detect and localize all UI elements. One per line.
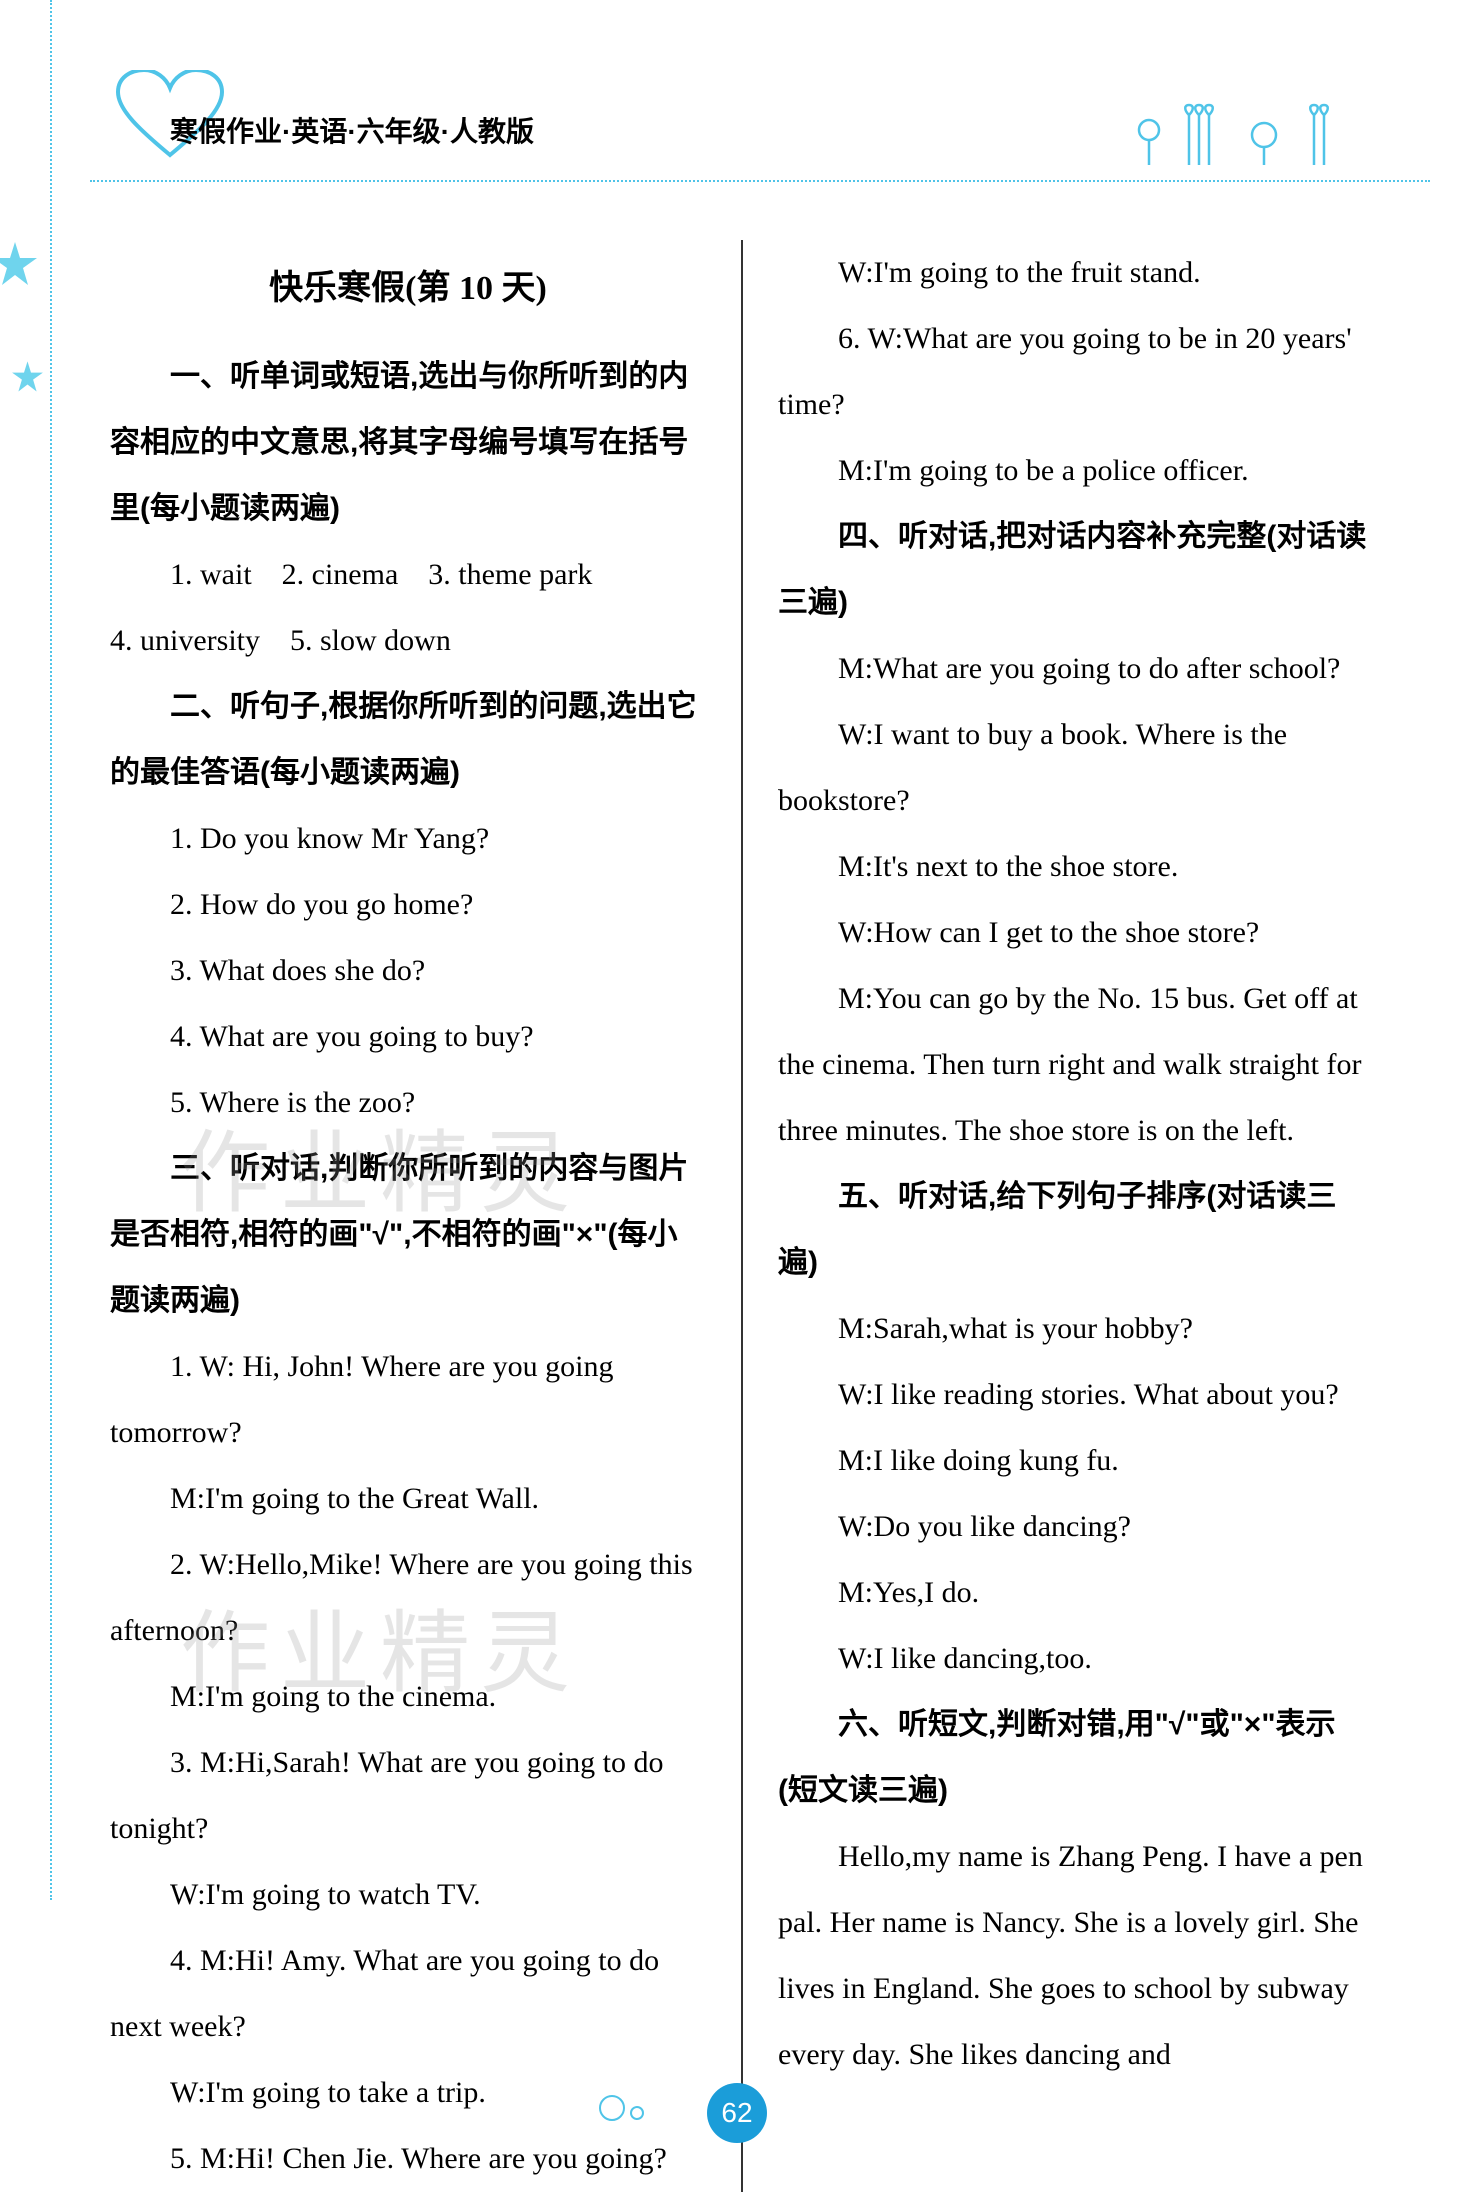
- r-line3: M:I'm going to be a police officer.: [778, 438, 1374, 504]
- s5-l2: W:I like reading stories. What about you…: [778, 1362, 1374, 1428]
- left-column: 快乐寒假(第 10 天) 一、听单词或短语,选出与你所听到的内容相应的中文意思,…: [90, 240, 736, 2192]
- s4-l3: M:It's next to the shoe store.: [778, 834, 1374, 900]
- s2-q4: 4. What are you going to buy?: [110, 1004, 706, 1070]
- section-3-heading: 三、听对话,判断你所听到的内容与图片是否相符,相符的画"√",不相符的画"×"(…: [110, 1136, 706, 1334]
- star-icon: [0, 240, 40, 295]
- s4-l5: M:You can go by the No. 15 bus. Get off …: [778, 966, 1374, 1164]
- s2-q3: 3. What does she do?: [110, 938, 706, 1004]
- section-1: 一、听单词或短语,选出与你所听到的内容相应的中文意思,将其字母编号填写在括号里(…: [110, 344, 706, 674]
- s5-l4: W:Do you like dancing?: [778, 1494, 1374, 1560]
- s3-d3a: 3. M:Hi,Sarah! What are you going to do …: [110, 1730, 706, 1862]
- section-6: 六、听短文,判断对错,用"√"或"×"表示(短文读三遍) Hello,my na…: [778, 1692, 1374, 2088]
- s3-d3b: W:I'm going to watch TV.: [110, 1862, 706, 1928]
- horizontal-dotted-line: [90, 180, 1430, 182]
- star-icon: [10, 360, 45, 400]
- s5-l1: M:Sarah,what is your hobby?: [778, 1296, 1374, 1362]
- s1-line2: 4. university 5. slow down: [110, 608, 706, 674]
- s5-l5: M:Yes,I do.: [778, 1560, 1374, 1626]
- s5-l3: M:I like doing kung fu.: [778, 1428, 1374, 1494]
- section-5: 五、听对话,给下列句子排序(对话读三遍) M:Sarah,what is you…: [778, 1164, 1374, 1692]
- section-4: 四、听对话,把对话内容补充完整(对话读三遍) M:What are you go…: [778, 504, 1374, 1164]
- vertical-dotted-line: [50, 0, 52, 1900]
- page-number: 62: [707, 2083, 767, 2143]
- s2-q5: 5. Where is the zoo?: [110, 1070, 706, 1136]
- section-6-heading: 六、听短文,判断对错,用"√"或"×"表示(短文读三遍): [778, 1692, 1374, 1824]
- page-container: 寒假作业·英语·六年级·人教版 快乐寒假(第 10 天) 一: [0, 0, 1474, 2173]
- s1-line1: 1. wait 2. cinema 3. theme park: [110, 542, 706, 608]
- s3-d1b: M:I'm going to the Great Wall.: [110, 1466, 706, 1532]
- s4-l2: W:I want to buy a book. Where is the boo…: [778, 702, 1374, 834]
- page-header-title: 寒假作业·英语·六年级·人教版: [170, 110, 534, 150]
- s4-l4: W:How can I get to the shoe store?: [778, 900, 1374, 966]
- right-column: W:I'm going to the fruit stand. 6. W:Wha…: [748, 240, 1394, 2192]
- section-5-heading: 五、听对话,给下列句子排序(对话读三遍): [778, 1164, 1374, 1296]
- s5-l6: W:I like dancing,too.: [778, 1626, 1374, 1692]
- r-line2: 6. W:What are you going to be in 20 year…: [778, 306, 1374, 438]
- column-divider: [741, 240, 743, 2192]
- content-area: 快乐寒假(第 10 天) 一、听单词或短语,选出与你所听到的内容相应的中文意思,…: [90, 220, 1394, 2192]
- s3-d5a: 5. M:Hi! Chen Jie. Where are you going?: [110, 2126, 706, 2192]
- s3-d2b: M:I'm going to the cinema.: [110, 1664, 706, 1730]
- section-4-heading: 四、听对话,把对话内容补充完整(对话读三遍): [778, 504, 1374, 636]
- s2-q1: 1. Do you know Mr Yang?: [110, 806, 706, 872]
- section-2: 二、听句子,根据你所听到的问题,选出它的最佳答语(每小题读两遍) 1. Do y…: [110, 674, 706, 1136]
- section-2-heading: 二、听句子,根据你所听到的问题,选出它的最佳答语(每小题读两遍): [110, 674, 706, 806]
- day-title: 快乐寒假(第 10 天): [110, 260, 706, 309]
- s3-d2a: 2. W:Hello,Mike! Where are you going thi…: [110, 1532, 706, 1664]
- plant-decoration: [1134, 100, 1354, 175]
- s4-l1: M:What are you going to do after school?: [778, 636, 1374, 702]
- page-dots-decoration: [597, 2088, 677, 2133]
- section-3: 三、听对话,判断你所听到的内容与图片是否相符,相符的画"√",不相符的画"×"(…: [110, 1136, 706, 2192]
- s6-text: Hello,my name is Zhang Peng. I have a pe…: [778, 1824, 1374, 2088]
- section-1-heading: 一、听单词或短语,选出与你所听到的内容相应的中文意思,将其字母编号填写在括号里(…: [110, 344, 706, 542]
- r-line1: W:I'm going to the fruit stand.: [778, 240, 1374, 306]
- s3-d4a: 4. M:Hi! Amy. What are you going to do n…: [110, 1928, 706, 2060]
- s3-d1a: 1. W: Hi, John! Where are you going tomo…: [110, 1334, 706, 1466]
- header: 寒假作业·英语·六年级·人教版: [90, 50, 1394, 190]
- s2-q2: 2. How do you go home?: [110, 872, 706, 938]
